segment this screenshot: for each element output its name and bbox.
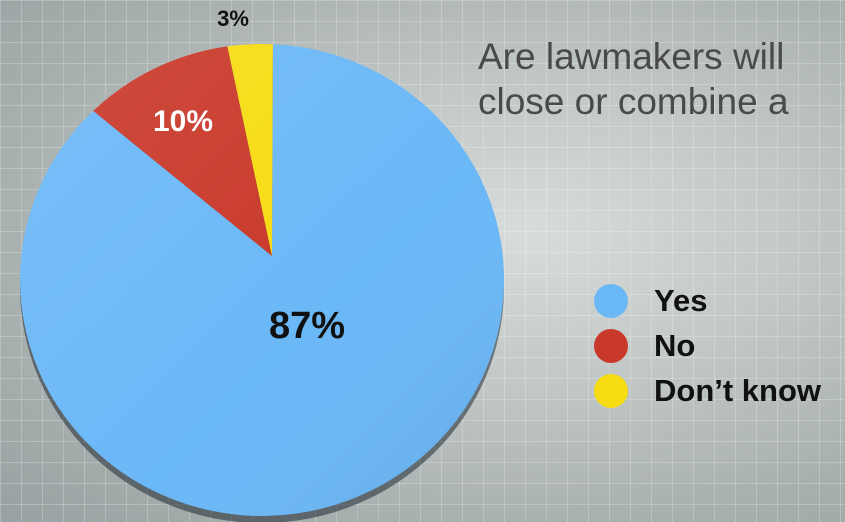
- legend-swatch-yes: [594, 283, 628, 318]
- legend-item-dont-know: Don’t know: [594, 368, 821, 413]
- slice-label-no: 10%: [153, 105, 213, 138]
- legend-swatch-dont-know: [594, 373, 628, 408]
- legend-label-yes: Yes: [654, 282, 708, 318]
- slice-label-yes: 87%: [269, 305, 345, 347]
- chart-title-line-1: Are lawmakers will: [478, 36, 785, 77]
- legend-label-no: No: [654, 327, 696, 363]
- legend-item-yes: Yes: [594, 278, 821, 323]
- pie-slices: [20, 43, 505, 516]
- slice-label-dont-know: 3%: [217, 6, 249, 31]
- legend: Yes No Don’t know: [594, 278, 821, 413]
- legend-item-no: No: [594, 323, 821, 368]
- chart-title-line-2: close or combine a: [478, 81, 789, 122]
- legend-swatch-no: [594, 328, 628, 363]
- chart-title: Are lawmakers will close or combine a: [478, 34, 845, 124]
- legend-label-dont-know: Don’t know: [654, 372, 822, 408]
